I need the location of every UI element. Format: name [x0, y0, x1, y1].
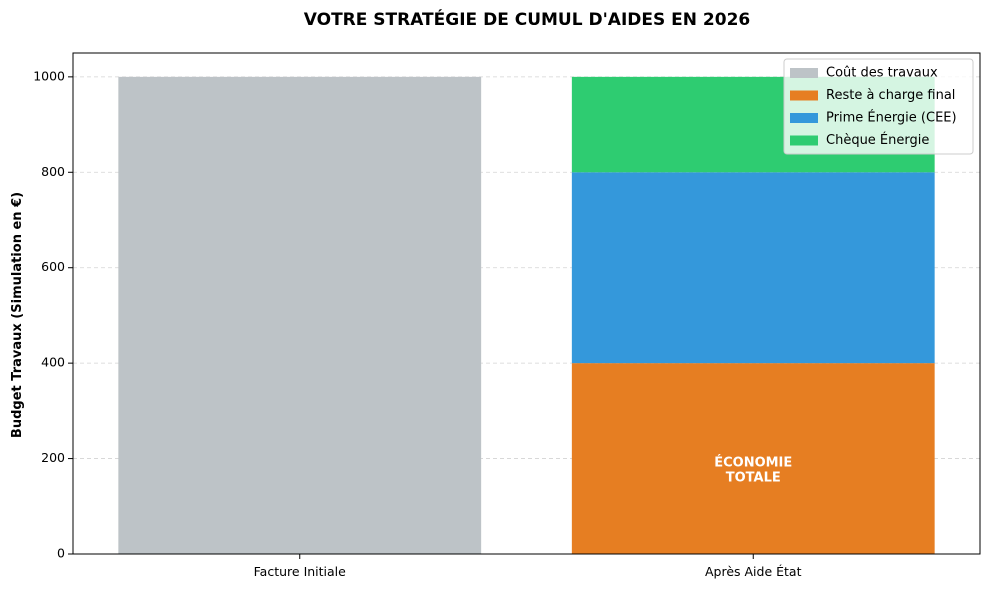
annotation-label: ÉCONOMIE [714, 455, 792, 471]
x-tick-label: Après Aide État [705, 564, 802, 579]
legend-swatch [790, 68, 818, 78]
legend-swatch [790, 135, 818, 146]
y-tick-label: 1000 [33, 68, 65, 83]
legend-label: Prime Énergie (CEE) [826, 110, 957, 126]
y-tick-label: 400 [41, 355, 65, 370]
legend: Coût des travaux Reste à charge final Prim… [783, 58, 974, 155]
plot-frame [72, 52, 981, 555]
x-tick-label: Facture Initiale [254, 564, 347, 579]
legend-swatch [790, 113, 818, 123]
axes: 0 200 400 600 800 1000 Facture Initiale Après A… [33, 52, 981, 579]
legend-label: Chèque Énergie [826, 132, 929, 148]
y-tick-label: 200 [41, 450, 65, 465]
legend-swatch [790, 90, 818, 101]
bar-segment [118, 76, 482, 554]
y-tick-label: 800 [41, 164, 65, 179]
y-tick-label: 600 [41, 259, 65, 274]
bar-segment [571, 172, 935, 364]
bar-segment [571, 363, 935, 554]
legend-box [783, 58, 974, 155]
y-axis-title: Budget Travaux (Simulation en €) [10, 192, 25, 438]
y-tick-label: 0 [57, 546, 65, 561]
annotation-label: TOTALE [726, 471, 781, 486]
legend-label: Reste à charge final [826, 88, 955, 103]
chart-title: VOTRE STRATÉGIE DE CUMUL D'AIDES EN 2026 [304, 8, 750, 30]
legend-label: Coût des travaux [826, 66, 938, 81]
